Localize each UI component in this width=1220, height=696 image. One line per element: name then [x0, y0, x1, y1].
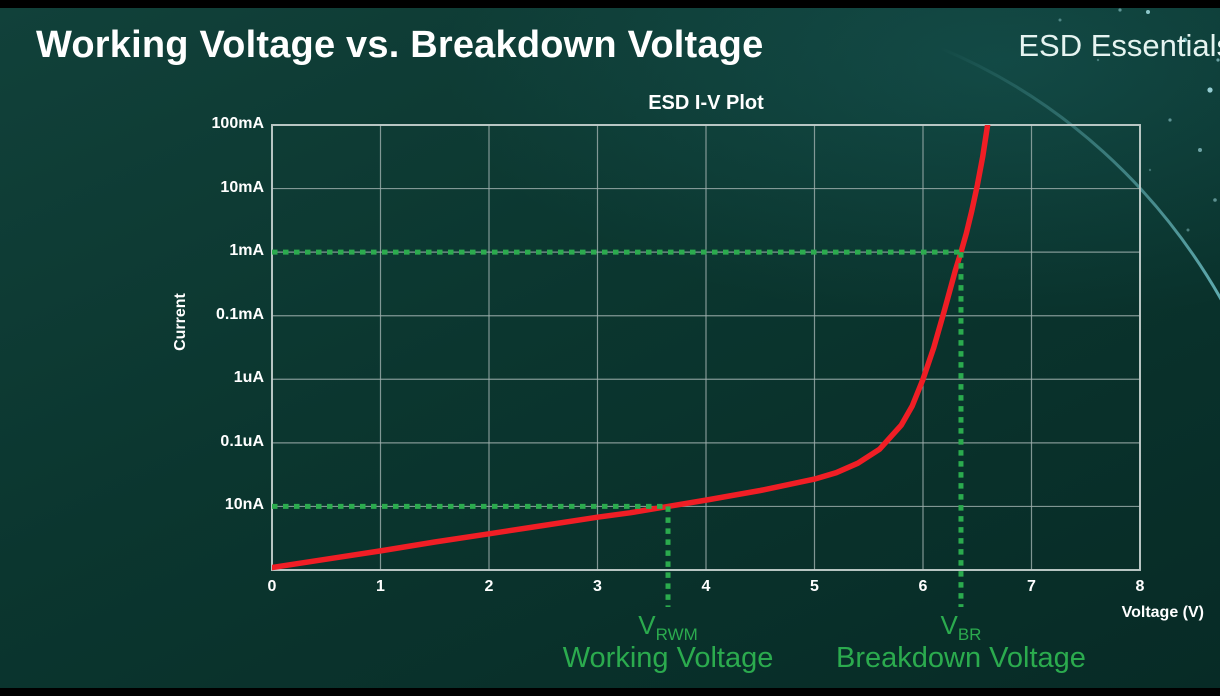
x-tick-label: 2 — [484, 578, 494, 595]
vbr-subscript: BR — [957, 625, 982, 645]
slide: Working Voltage vs. Breakdown Voltage ES… — [0, 8, 1220, 688]
y-axis-ticks: 100mA 10mA 1mA 0.1mA 1uA 0.1uA 10nA — [150, 8, 264, 688]
vrwm-symbol: V — [638, 610, 656, 640]
chart-title: ESD I-V Plot — [648, 92, 764, 114]
vbr-symbol: V — [940, 610, 958, 640]
page-title: Working Voltage vs. Breakdown Voltage — [36, 24, 764, 66]
x-tick-label: 0 — [267, 578, 277, 595]
y-tick-label: 10mA — [220, 178, 264, 196]
y-tick-label: 0.1uA — [220, 432, 264, 450]
y-tick-label: 1uA — [233, 369, 264, 387]
vrwm-subscript: RWM — [655, 625, 698, 645]
y-tick-label: 100mA — [211, 115, 264, 132]
y-tick-label: 10nA — [224, 496, 264, 514]
brand-label: ESD Essentials — [1018, 28, 1220, 63]
x-tick-label: 4 — [701, 578, 711, 595]
x-tick-label: 3 — [593, 578, 602, 595]
vbr-label: VBR — [940, 610, 981, 645]
x-tick-label: 5 — [810, 578, 819, 595]
working-voltage-caption: Working Voltage — [562, 642, 774, 674]
y-tick-label: 0.1mA — [215, 305, 264, 323]
breakdown-voltage-caption: Breakdown Voltage — [836, 642, 1086, 674]
x-tick-label: 8 — [1135, 578, 1145, 595]
x-tick-label: 1 — [376, 578, 385, 595]
x-axis-label: Voltage (V) — [1121, 604, 1204, 621]
x-tick-label: 6 — [918, 578, 928, 595]
x-tick-label: 7 — [1027, 578, 1036, 595]
y-tick-label: 1mA — [229, 242, 264, 260]
x-axis-ticks: 0 1 2 3 4 5 6 7 8 — [0, 8, 1220, 688]
vrwm-label: VRWM — [638, 610, 698, 645]
